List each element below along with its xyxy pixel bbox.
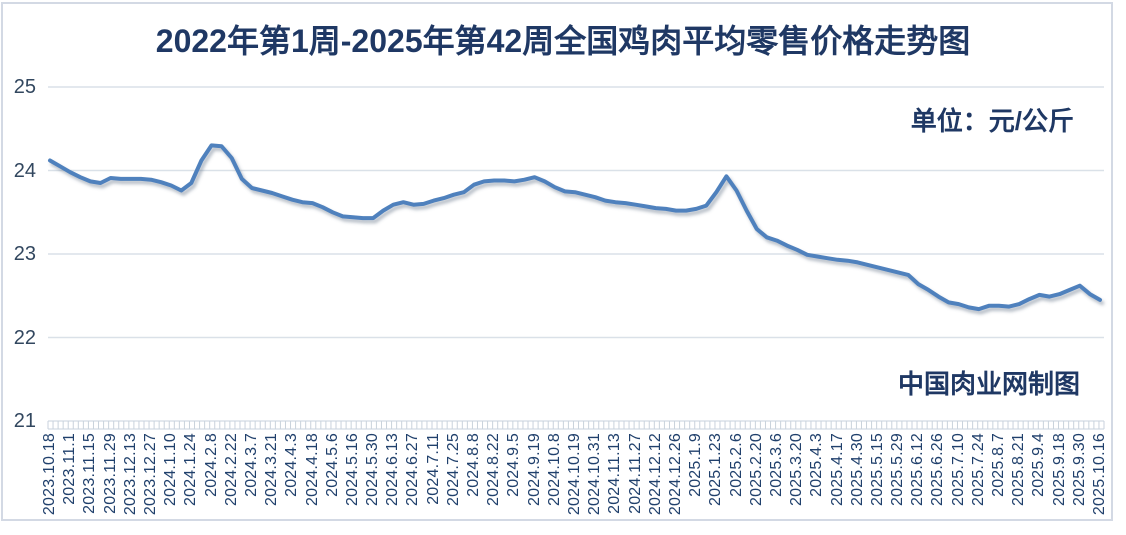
x-axis-label: 2025.7.24: [969, 433, 987, 506]
y-axis-label: 21: [13, 410, 36, 432]
x-axis-label: 2025.5.15: [868, 433, 886, 506]
x-axis-label: 2025.6.12: [909, 433, 927, 506]
x-axis-label: 2025.4.17: [828, 433, 846, 506]
x-axis-label: 2024.11.27: [626, 433, 644, 514]
x-axis-label: 2024.3.7: [242, 433, 260, 497]
chart-title: 2022年第1周-2025年第42周全国鸡肉平均零售价格走势图: [155, 23, 971, 59]
x-axis-label: 2025.9.4: [1030, 433, 1048, 497]
x-axis-label: 2025.8.21: [1010, 433, 1028, 506]
x-axis-label: 2025.3.6: [767, 433, 785, 497]
y-axis-label: 22: [13, 326, 36, 349]
x-axis-label: 2025.7.10: [949, 433, 967, 506]
x-axis-label: 2024.5.6: [323, 433, 341, 497]
y-axis-label: 25: [13, 76, 36, 98]
x-axis-label: 2024.8.8: [465, 433, 483, 497]
x-axis-label: 2025.9.30: [1070, 433, 1088, 506]
x-axis-label: 2025.1.9: [687, 433, 705, 497]
y-axis-label: 23: [13, 243, 36, 265]
x-axis-label: 2023.11.15: [81, 433, 99, 514]
x-axis-label: 2025.3.20: [788, 433, 806, 506]
x-axis-label: 2024.7.25: [444, 433, 462, 506]
x-axis-label: 2025.4.30: [848, 433, 866, 506]
x-axis-label: 2023.12.27: [141, 433, 159, 516]
x-axis-minor-ticks: [47, 421, 1105, 429]
x-axis-label: 2024.11.13: [606, 433, 624, 514]
gridlines: [48, 86, 1104, 430]
x-axis-label: 2024.9.19: [525, 433, 543, 506]
x-axis-label: 2025.8.7: [990, 433, 1008, 497]
credit-label: 中国肉业网制图: [897, 369, 1080, 399]
x-axis-label: 2024.3.21: [263, 433, 281, 506]
x-axis-label: 2024.10.19: [566, 433, 583, 516]
x-axis-label: 2025.2.20: [747, 433, 765, 506]
x-axis-label: 2025.4.3: [808, 433, 826, 497]
x-axis-label: 2025.5.29: [889, 433, 907, 506]
x-axis-label: 2024.2.22: [222, 433, 240, 506]
x-axis-label: 2023.12.13: [121, 433, 139, 516]
x-axis-label: 2025.2.6: [727, 433, 745, 497]
x-axis-label: 2023.11.29: [101, 433, 119, 514]
x-axis-label: 2024.10.8: [545, 433, 563, 506]
y-axis-label: 24: [13, 159, 36, 182]
x-axis-label: 2024.5.30: [364, 433, 382, 506]
x-axis-label: 2024.5.16: [343, 433, 361, 506]
x-axis-label: 2024.8.22: [485, 433, 503, 506]
x-axis-label: 2024.12.12: [646, 433, 664, 516]
x-axis-label: 2024.7.11: [424, 433, 442, 505]
x-axis-label: 2024.6.13: [384, 433, 402, 506]
unit-label: 单位：元/公斤: [910, 106, 1074, 136]
x-axis-label: 2025.10.16: [1091, 433, 1108, 516]
x-axis-label: 2024.1.24: [182, 433, 200, 506]
x-axis-label: 2024.4.18: [303, 433, 321, 506]
price-line-series: [48, 143, 1102, 312]
x-axis-label: 2024.10.31: [586, 433, 604, 516]
x-axis-label: 2025.1.23: [707, 433, 725, 506]
x-axis-label: 2024.2.8: [202, 433, 220, 497]
x-axis-label: 2025.9.18: [1050, 433, 1068, 506]
x-axis-label: 2024.1.10: [162, 433, 180, 506]
x-axis-label: 2024.12.26: [666, 433, 684, 516]
x-axis-label: 2023.11.1: [61, 433, 79, 505]
x-axis-label: 2024.9.5: [505, 433, 523, 497]
x-axis-label: 2025.6.26: [929, 433, 947, 506]
x-axis-label: 2024.6.27: [404, 433, 422, 506]
x-axis-label: 2024.4.3: [283, 433, 301, 497]
x-axis-label: 2023.10.18: [41, 433, 58, 516]
